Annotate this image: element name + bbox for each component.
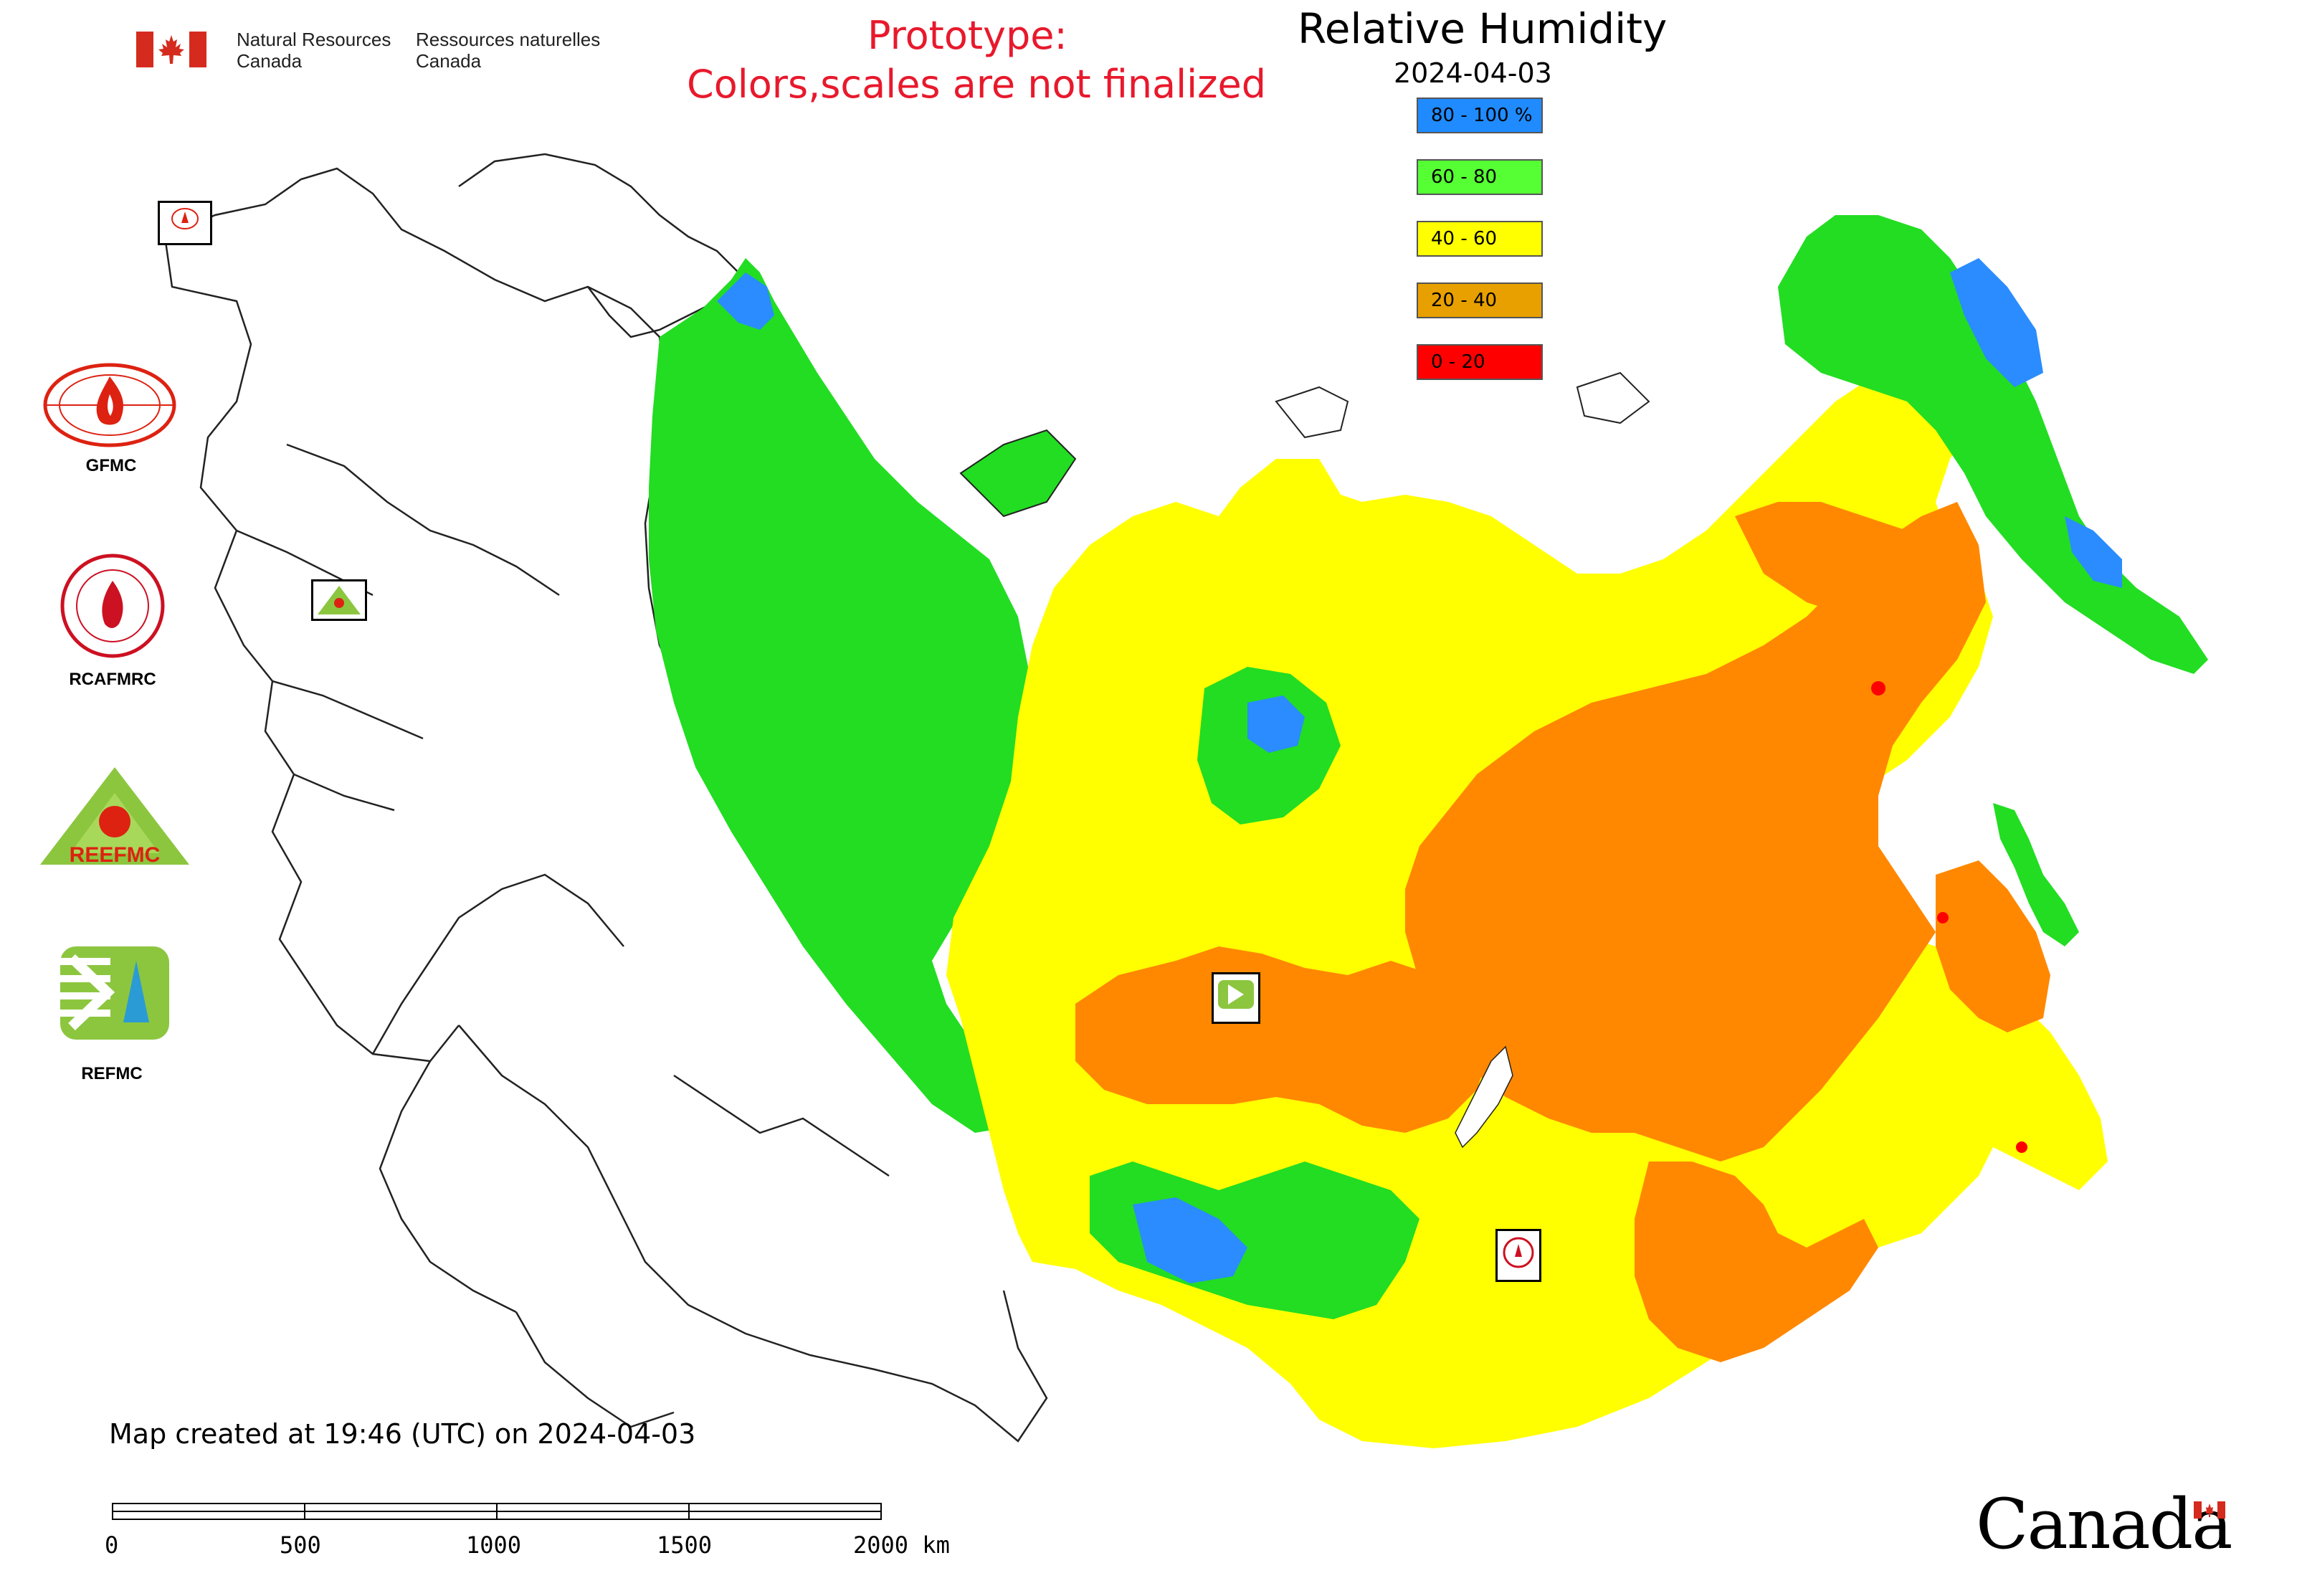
arctic-island xyxy=(1275,386,1349,439)
region-orange-baikal-west xyxy=(1075,946,1491,1133)
reefmc-logo-icon: REEFMC xyxy=(37,764,192,872)
legend-item-80-100: 80 - 100 % xyxy=(1417,98,1543,133)
reefmc-marker-icon[interactable] xyxy=(311,579,367,621)
prototype-notice-detail: Colors,scales are not finalized xyxy=(687,62,1266,107)
region-orange-amur xyxy=(1936,860,2050,1032)
region-green-west xyxy=(649,258,1032,1133)
gfmc-logo-icon xyxy=(42,362,178,448)
rcafmrc-logo-icon xyxy=(57,552,168,660)
map-created-timestamp: Map created at 19:46 (UTC) on 2024-04-03 xyxy=(109,1418,696,1450)
map-date: 2024-04-03 xyxy=(1394,57,1552,89)
gfmc-marker-icon[interactable] xyxy=(158,201,212,245)
legend-item-20-40: 20 - 40 xyxy=(1417,282,1543,318)
scale-tick-2000: 2000 km xyxy=(853,1531,950,1559)
nrcan-signature: Natural Resources Canada Ressources natu… xyxy=(136,29,652,79)
reefmc-logo-text: REEFMC xyxy=(70,843,161,867)
legend-item-60-80: 60 - 80 xyxy=(1417,159,1543,195)
region-blue-kola xyxy=(717,272,774,330)
canada-wordmark: Canada xyxy=(1976,1484,2232,1564)
canada-flag-icon xyxy=(136,32,206,67)
map-title: Relative Humidity xyxy=(1298,4,1668,53)
rcafmrc-marker-icon[interactable] xyxy=(1495,1229,1541,1282)
region-blue-fareast xyxy=(1950,258,2043,387)
country-outlines xyxy=(163,167,1048,1443)
region-blue-south xyxy=(1133,1197,1247,1283)
department-name-fr: Ressources naturelles Canada xyxy=(416,29,601,72)
region-blue-kamchatka xyxy=(2065,516,2122,588)
region-orange-central xyxy=(1405,502,1986,1162)
refmc-label: REFMC xyxy=(81,1064,143,1083)
region-sakhalin xyxy=(1993,803,2079,946)
scale-tick-1500: 1500 xyxy=(657,1531,713,1559)
scale-tick-500: 500 xyxy=(280,1531,321,1559)
arctic-island-novaya xyxy=(959,429,1077,518)
scale-tick-1000: 1000 xyxy=(466,1531,522,1559)
refmc-marker-icon[interactable] xyxy=(1212,972,1260,1024)
lake-baikal xyxy=(1455,1045,1513,1149)
prototype-notice-title: Prototype: xyxy=(867,13,1067,58)
refmc-logo-icon xyxy=(57,944,172,1042)
hotspot-red xyxy=(1871,681,1885,695)
legend-item-0-20: 0 - 20 xyxy=(1417,344,1543,380)
scale-bar xyxy=(112,1503,882,1520)
rcafmrc-label: RCAFMRC xyxy=(69,670,156,689)
hotspot-red xyxy=(2016,1141,2027,1153)
canada-wordmark-flag-icon xyxy=(2194,1501,2225,1519)
scale-tick-0: 0 xyxy=(105,1531,119,1559)
arctic-island xyxy=(1576,371,1650,424)
region-blue-putorana xyxy=(1247,695,1305,753)
gfmc-label: GFMC xyxy=(85,456,137,475)
hotspot-red xyxy=(1937,912,1949,923)
region-orange-southeast xyxy=(1635,1162,1878,1362)
legend-item-40-60: 40 - 60 xyxy=(1417,221,1543,257)
region-orange-northeast xyxy=(1735,502,1979,645)
department-name-en: Natural Resources Canada xyxy=(237,29,391,72)
scandinavia-outline xyxy=(458,153,740,338)
